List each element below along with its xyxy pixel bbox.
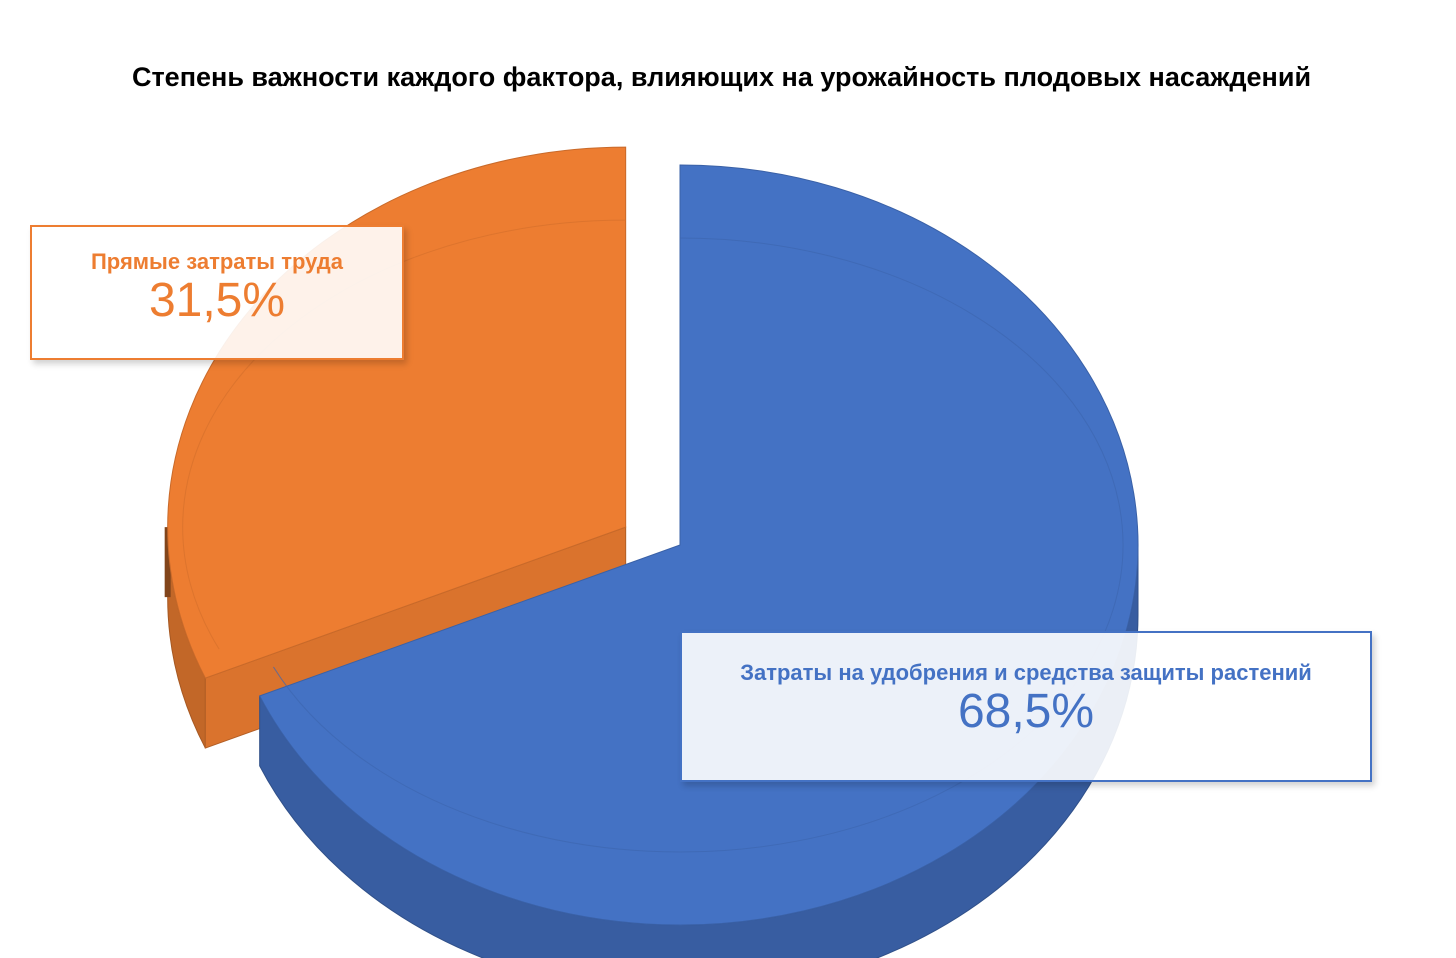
data-label-labor: Прямые затраты труда 31,5% xyxy=(30,225,404,360)
slice-value-fertilizer: 68,5% xyxy=(957,685,1095,738)
slice-label-labor: Прямые затраты труда xyxy=(90,249,344,274)
slice-label-fertilizer: Затраты на удобрения и средства защиты р… xyxy=(740,660,1312,685)
data-label-fertilizer: Затраты на удобрения и средства защиты р… xyxy=(680,631,1372,782)
slice-value-labor: 31,5% xyxy=(148,274,286,327)
chart-title: Степень важности каждого фактора, влияющ… xyxy=(131,62,1312,92)
